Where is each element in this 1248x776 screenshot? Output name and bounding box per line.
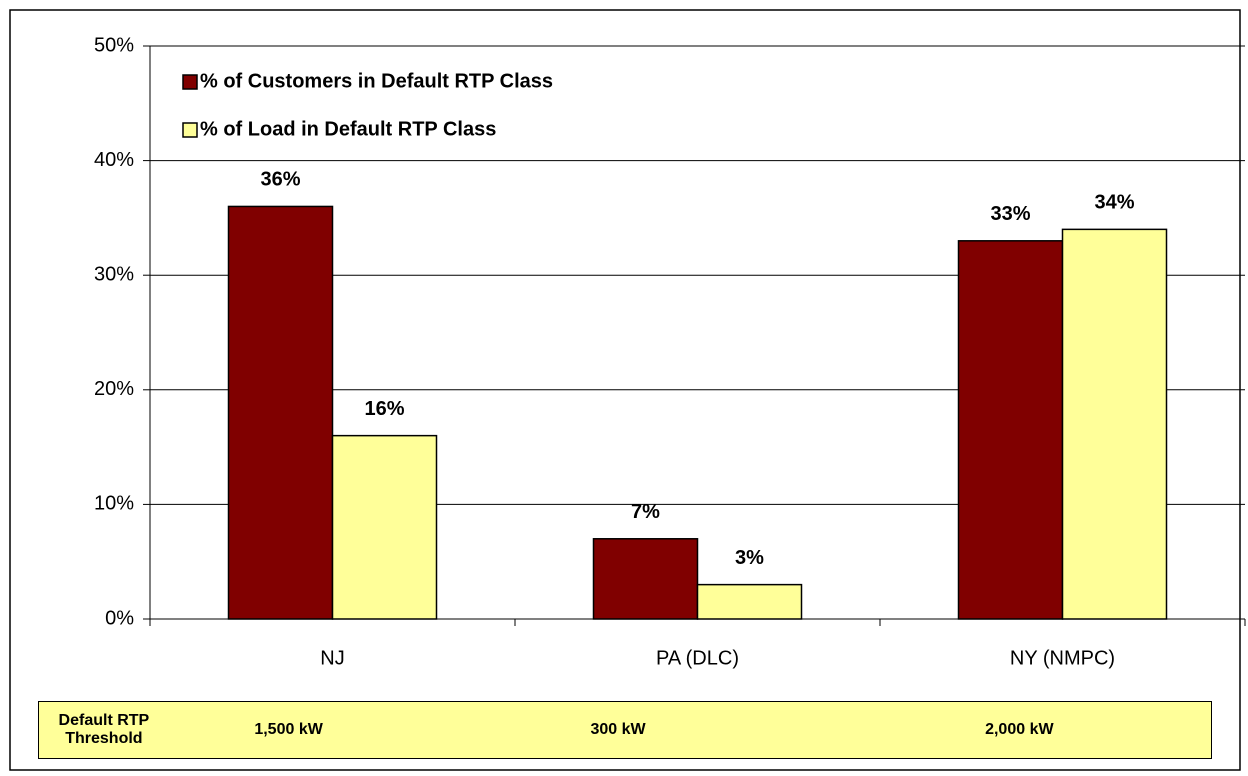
legend-label: % of Customers in Default RTP Class — [200, 70, 553, 92]
table-header: Default RTP Threshold — [58, 712, 150, 747]
value-label: 36% — [260, 169, 300, 191]
y-tick-label: 50% — [94, 34, 134, 56]
y-tick-label: 20% — [94, 378, 134, 400]
value-label: 34% — [1094, 192, 1134, 214]
bar — [1061, 228, 1168, 620]
value-label: 3% — [735, 547, 764, 569]
threshold-table: Default RTP Threshold 1,500 kW 300 kW 2,… — [38, 701, 1212, 759]
bar — [592, 538, 699, 620]
bar — [227, 205, 334, 620]
y-tick-label: 40% — [94, 149, 134, 171]
table-cell: 1,500 kW — [254, 721, 323, 738]
value-label: 33% — [990, 203, 1030, 225]
y-tick-label: 0% — [105, 607, 134, 629]
legend-swatch — [182, 74, 198, 90]
legend-label: % of Load in Default RTP Class — [200, 118, 496, 140]
bar — [696, 583, 803, 620]
value-label: 16% — [364, 398, 404, 420]
y-tick-label: 10% — [94, 493, 134, 515]
x-tick-label: NJ — [320, 647, 344, 669]
x-tick-label: NY (NMPC) — [1010, 647, 1115, 669]
legend-swatch — [182, 122, 198, 138]
bar — [957, 240, 1064, 620]
x-tick-label: PA (DLC) — [656, 647, 739, 669]
y-tick-label: 30% — [94, 263, 134, 285]
table-cell: 2,000 kW — [985, 721, 1054, 738]
bar — [331, 434, 438, 620]
table-cell: 300 kW — [590, 721, 646, 738]
value-label: 7% — [631, 501, 660, 523]
